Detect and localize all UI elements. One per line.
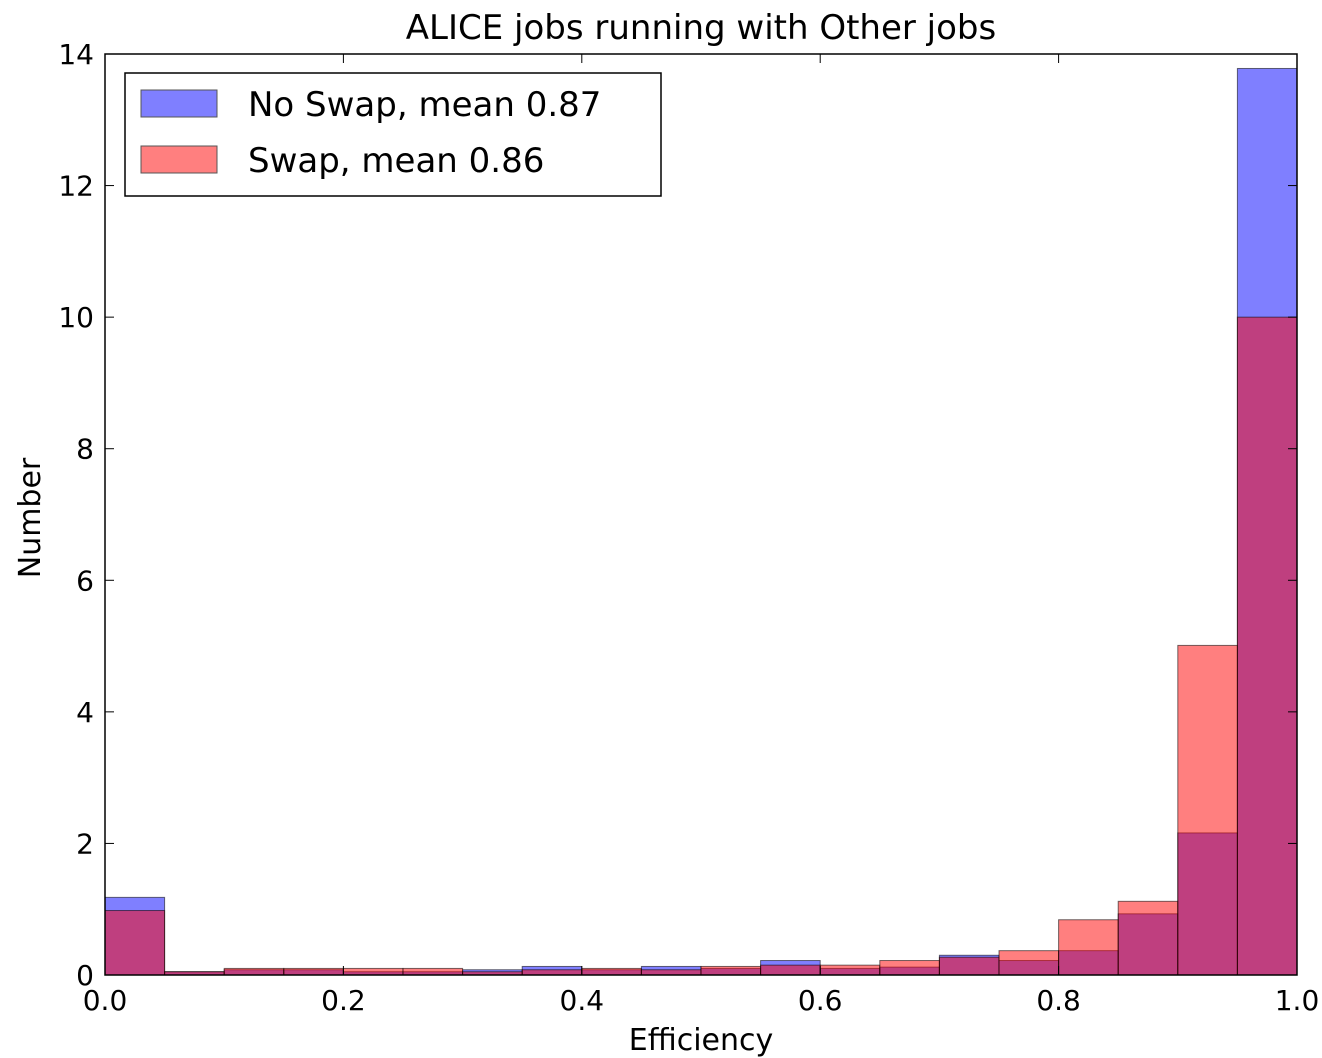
- x-axis-label: Efficiency: [629, 1023, 774, 1058]
- bar-swap: [819, 964, 881, 976]
- ticks-layer: 0.0 0.2 0.4 0.6 0.8 1.0 0 2 4 6 8 10 12 14: [58, 38, 1319, 1017]
- legend-label-swap: Swap, mean 0.86: [248, 141, 544, 181]
- y-tick-label: 14: [58, 38, 94, 71]
- bar-swap: [998, 950, 1060, 976]
- legend-swatch-swap: [140, 145, 218, 174]
- bar-swap: [879, 960, 940, 976]
- plot-background: [105, 54, 1297, 975]
- bar-swap: [1177, 644, 1238, 976]
- bars-layer: [104, 67, 1298, 976]
- y-tick-label: 12: [58, 170, 94, 203]
- y-tick-label: 2: [76, 827, 94, 860]
- bar-swap: [402, 967, 464, 976]
- bar-swap: [581, 967, 642, 976]
- chart-title: ALICE jobs running with Other jobs: [406, 8, 996, 48]
- bar-swap: [1058, 919, 1119, 976]
- y-tick-label: 8: [76, 433, 94, 466]
- legend-swatch-no-swap: [140, 89, 218, 118]
- y-tick-label: 4: [76, 696, 94, 729]
- plot-frame: [104, 53, 1298, 976]
- bar-swap: [104, 910, 166, 976]
- legend-label-no-swap: No Swap, mean 0.87: [248, 85, 601, 125]
- legend: No Swap, mean 0.87 Swap, mean 0.86: [124, 72, 662, 197]
- x-tick-label: 0.2: [321, 984, 366, 1017]
- bar-swap: [223, 967, 285, 976]
- x-tick-label: 0.6: [798, 984, 843, 1017]
- y-tick-label: 10: [58, 301, 94, 334]
- x-tick-label: 0.4: [560, 984, 605, 1017]
- y-axis-label: Number: [13, 457, 48, 578]
- bar-swap: [521, 969, 583, 976]
- bar-swap: [342, 967, 404, 976]
- y-tick-label: 6: [76, 564, 94, 597]
- bar-swap: [760, 964, 821, 976]
- y-tick-label: 0: [76, 959, 94, 992]
- bar-swap: [1117, 900, 1179, 976]
- x-tick-label: 0.8: [1036, 984, 1081, 1017]
- bar-swap: [283, 967, 344, 976]
- bar-swap: [938, 956, 1000, 976]
- x-tick-label: 0.0: [83, 984, 128, 1017]
- bar-swap: [640, 969, 702, 976]
- bar-swap: [1236, 316, 1298, 976]
- x-tick-label: 1.0: [1275, 984, 1320, 1017]
- bar-swap: [700, 965, 762, 976]
